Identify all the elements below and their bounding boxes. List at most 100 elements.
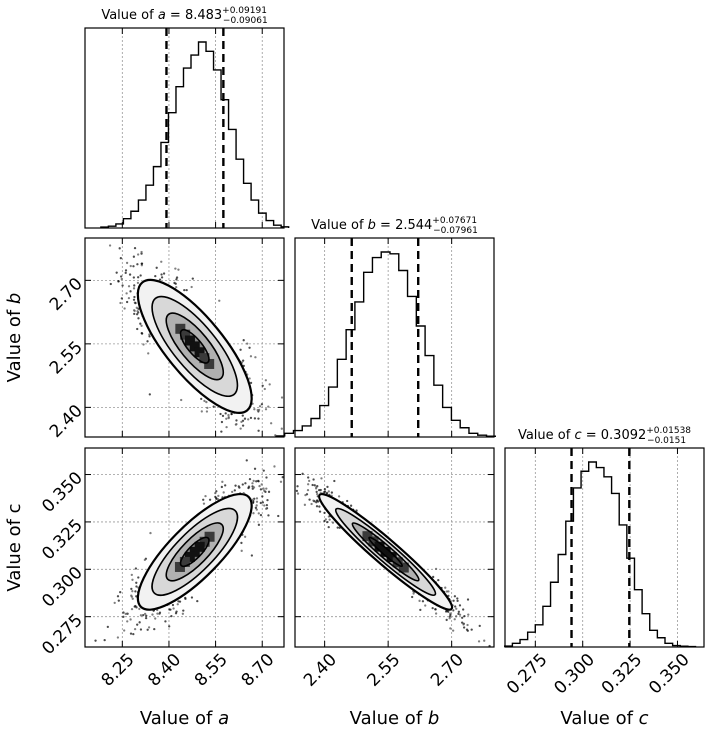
scatter-point — [108, 244, 112, 247]
scatter-point — [146, 340, 149, 343]
scatter-point — [139, 614, 143, 617]
scatter-point — [257, 417, 260, 420]
scatter-point — [257, 512, 260, 515]
scatter-point — [185, 288, 188, 292]
scatter-point — [263, 387, 266, 391]
scatter-point — [131, 578, 134, 581]
scatter-point — [227, 413, 230, 417]
scatter-point — [466, 598, 470, 601]
scatter-point — [434, 567, 438, 570]
density-core-cell — [184, 335, 195, 346]
density-core-cell — [175, 323, 186, 334]
scatter-point — [260, 483, 263, 486]
scatter-point — [263, 504, 266, 507]
scatter-point — [132, 265, 135, 268]
scatter-panel-a-b — [84, 237, 285, 463]
scatter-point — [137, 276, 140, 279]
y-axis-label-c: Value of c — [4, 503, 25, 591]
scatter-point — [164, 620, 167, 623]
scatter-point — [252, 486, 256, 489]
scatter-point — [255, 500, 259, 503]
scatter-point — [315, 490, 318, 494]
scatter-point — [148, 393, 151, 396]
scatter-point — [242, 442, 244, 444]
x-axis-label-a: Value of a — [140, 708, 229, 729]
scatter-point — [313, 484, 316, 487]
scatter-point — [129, 290, 132, 293]
x-tick-label-b: 2.70 — [427, 650, 468, 691]
scatter-point — [303, 503, 307, 506]
scatter-point — [264, 408, 268, 411]
scatter-point — [217, 494, 220, 498]
scatter-point — [133, 246, 137, 250]
scatter-point — [304, 494, 307, 497]
scatter-point — [133, 284, 136, 287]
scatter-point — [253, 417, 257, 420]
scatter-point — [218, 299, 221, 302]
scatter-point — [177, 268, 180, 271]
scatter-point — [128, 273, 132, 276]
scatter-point — [455, 607, 458, 610]
scatter-point — [483, 639, 486, 642]
scatter-point — [133, 309, 136, 313]
scatter-point — [129, 632, 133, 635]
scatter-point — [138, 621, 141, 624]
scatter-point — [466, 623, 469, 627]
scatter-point — [241, 359, 245, 362]
scatter-point — [117, 599, 120, 602]
x-tick-label-b: 2.40 — [300, 650, 341, 691]
density-core-cell — [204, 531, 215, 542]
scatter-point — [461, 616, 464, 619]
scatter-point — [317, 488, 321, 492]
scatter-point — [315, 486, 318, 489]
density-core-cell — [374, 541, 385, 552]
scatter-point — [135, 585, 138, 588]
scatter-point — [136, 623, 139, 626]
panel-frame — [294, 447, 495, 648]
scatter-point — [301, 472, 304, 475]
scatter-point — [133, 312, 136, 316]
density-core-cell — [184, 551, 195, 562]
scatter-point — [323, 487, 327, 491]
scatter-point — [175, 278, 178, 281]
scatter-point — [331, 521, 335, 524]
scatter-point — [134, 301, 137, 305]
scatter-point — [103, 638, 106, 642]
scatter-point — [147, 352, 150, 355]
scatter-point — [190, 285, 193, 289]
scatter-point — [434, 612, 438, 615]
scatter-point — [239, 427, 242, 430]
scatter-point — [177, 600, 180, 603]
scatter-point — [318, 505, 321, 508]
scatter-point — [175, 285, 178, 289]
scatter-point — [202, 502, 206, 505]
scatter-point — [138, 607, 141, 611]
scatter-point — [131, 590, 134, 593]
scatter-point — [227, 416, 230, 420]
x-axis-label-b: Value of b — [350, 708, 440, 729]
scatter-point — [162, 272, 166, 275]
panel-title-c: Value of c = 0.3092+0.01538 −0.0151 — [518, 426, 691, 446]
scatter-point — [448, 617, 451, 620]
scatter-point — [315, 505, 319, 508]
y-tick-label-b: 2.55 — [46, 337, 87, 378]
scatter-point — [458, 604, 462, 607]
scatter-point — [267, 405, 270, 408]
scatter-point — [254, 461, 256, 463]
scatter-point — [144, 617, 148, 620]
scatter-point — [202, 498, 205, 501]
y-tick-label-b: 2.70 — [46, 274, 87, 315]
scatter-point — [140, 250, 143, 254]
density-core-cell — [199, 536, 210, 547]
density-core-cell — [180, 329, 191, 340]
scatter-point — [130, 587, 133, 591]
scatter-point — [330, 491, 334, 494]
contour-2 — [136, 278, 253, 414]
density-core-cell — [380, 546, 391, 557]
scatter-point — [127, 296, 131, 300]
scatter-point — [255, 480, 258, 483]
scatter-point — [124, 269, 128, 272]
scatter-point — [208, 498, 212, 501]
scatter-point — [132, 298, 136, 301]
scatter-point — [134, 604, 137, 608]
